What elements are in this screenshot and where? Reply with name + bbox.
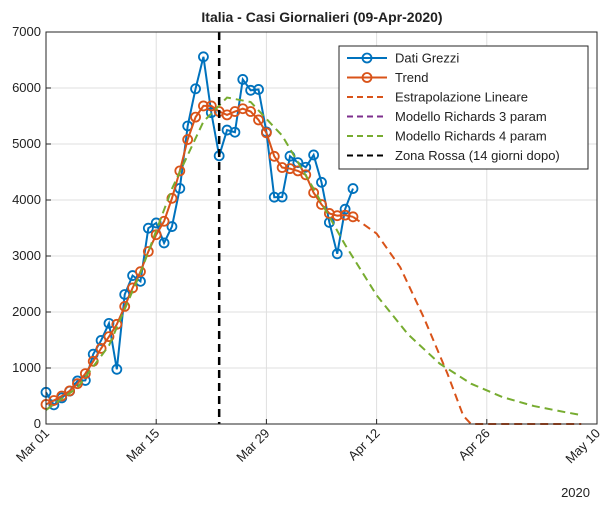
series-line xyxy=(45,96,582,417)
data-point xyxy=(190,83,201,95)
data-point xyxy=(72,378,83,390)
legend-label: Estrapolazione Lineare xyxy=(395,90,528,105)
data-point xyxy=(339,203,351,215)
legend-marker xyxy=(361,52,373,64)
data-point xyxy=(103,331,115,343)
data-point xyxy=(268,150,280,162)
y-tick-label: 2000 xyxy=(12,304,41,319)
data-point xyxy=(142,222,154,234)
data-point xyxy=(347,211,359,223)
plot-frame xyxy=(45,31,598,425)
data-point xyxy=(276,191,288,203)
legend-label: Trend xyxy=(395,70,428,85)
legend-marker xyxy=(361,72,373,83)
data-point xyxy=(158,237,170,249)
data-point xyxy=(205,107,217,119)
y-tick-label: 4000 xyxy=(12,192,41,207)
data-point xyxy=(300,169,312,181)
y-tick-label: 5000 xyxy=(12,136,41,151)
legend-box xyxy=(338,45,589,170)
data-point xyxy=(245,84,257,96)
data-point xyxy=(308,149,320,161)
x-secondary-label: 2020 xyxy=(561,485,590,500)
data-point xyxy=(142,246,154,257)
data-point xyxy=(276,162,288,173)
chart-title: Italia - Casi Giornalieri (09-Apr-2020) xyxy=(201,9,442,25)
y-tick-label: 0 xyxy=(34,416,41,431)
y-tick-label: 7000 xyxy=(12,24,41,39)
data-point xyxy=(237,74,249,85)
legend-label: Modello Richards 4 param xyxy=(395,129,547,144)
data-point xyxy=(253,114,264,126)
data-point xyxy=(135,266,146,278)
data-point xyxy=(198,51,209,63)
legend: Dati Grezzi Trend Estrapolazione Lineare Mo… xyxy=(338,45,589,170)
data-point xyxy=(95,342,107,354)
data-point xyxy=(174,165,186,177)
data-point xyxy=(190,111,201,123)
y-tick-label: 1000 xyxy=(12,360,41,375)
data-point xyxy=(205,100,217,112)
legend-label: Zona Rossa (14 giorni dopo) xyxy=(395,148,560,163)
y-tick-label: 3000 xyxy=(12,248,41,263)
data-point xyxy=(166,221,178,232)
data-point xyxy=(260,127,272,139)
data-point xyxy=(182,134,194,145)
data-point xyxy=(103,317,115,329)
data-point xyxy=(331,210,343,222)
data-point xyxy=(268,191,280,203)
data-point xyxy=(198,100,209,112)
data-point xyxy=(119,300,131,312)
data-point xyxy=(229,126,241,138)
data-point xyxy=(316,199,327,210)
data-point xyxy=(316,176,327,188)
data-point xyxy=(79,368,91,380)
data-point xyxy=(56,390,68,402)
legend-label: Dati Grezzi xyxy=(395,51,459,66)
y-tick-label: 6000 xyxy=(12,80,41,95)
data-point xyxy=(111,363,123,375)
data-point xyxy=(331,248,343,260)
legend-label: Modello Richards 3 param xyxy=(395,109,547,124)
data-point xyxy=(245,106,257,117)
data-point xyxy=(347,183,359,194)
data-point xyxy=(253,84,264,95)
